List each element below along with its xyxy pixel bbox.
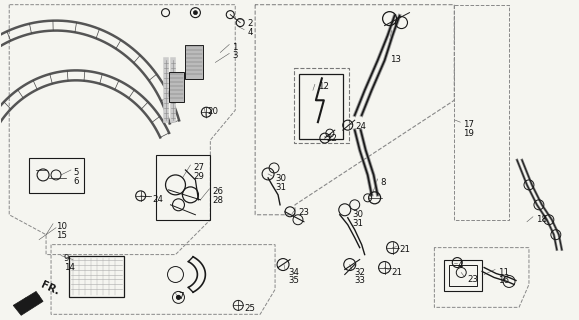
Text: 10: 10 — [56, 222, 67, 231]
Bar — [156, 155, 210, 220]
Polygon shape — [13, 292, 43, 315]
Text: 21: 21 — [400, 244, 411, 254]
Text: 13: 13 — [390, 55, 401, 64]
Text: 19: 19 — [463, 129, 474, 138]
Text: 25: 25 — [244, 304, 255, 313]
Text: 30: 30 — [275, 174, 286, 183]
Text: 1: 1 — [232, 43, 238, 52]
Text: 8: 8 — [380, 178, 386, 187]
Text: 3: 3 — [232, 52, 238, 60]
Text: 5: 5 — [73, 168, 78, 177]
Text: 31: 31 — [275, 183, 286, 192]
Text: 27: 27 — [193, 163, 204, 172]
Text: 32: 32 — [355, 268, 366, 276]
Bar — [294, 68, 349, 143]
Circle shape — [177, 295, 181, 300]
Text: 33: 33 — [355, 276, 366, 285]
Text: 31: 31 — [353, 219, 364, 228]
Text: 34: 34 — [288, 268, 299, 276]
Bar — [299, 74, 343, 139]
Text: 29: 29 — [193, 172, 204, 181]
Text: 24: 24 — [153, 195, 164, 204]
Text: 23: 23 — [467, 275, 478, 284]
Circle shape — [193, 11, 197, 15]
Bar — [69, 256, 124, 297]
Text: 2: 2 — [247, 19, 252, 28]
Text: 30: 30 — [353, 210, 364, 219]
Text: 15: 15 — [56, 231, 67, 240]
Text: 28: 28 — [212, 196, 223, 205]
Text: 6: 6 — [73, 177, 78, 186]
Text: 7: 7 — [178, 292, 184, 301]
Text: 4: 4 — [247, 28, 252, 36]
Bar — [29, 158, 84, 193]
Text: 11: 11 — [498, 268, 509, 276]
Text: 14: 14 — [64, 262, 75, 272]
Text: 22: 22 — [327, 134, 338, 143]
Text: 17: 17 — [463, 120, 474, 129]
Text: 35: 35 — [288, 276, 299, 285]
Bar — [444, 260, 482, 292]
Text: 16: 16 — [498, 276, 509, 285]
Text: 18: 18 — [536, 215, 547, 224]
Text: 20: 20 — [207, 107, 218, 116]
Text: 23: 23 — [298, 208, 309, 217]
Text: FR.: FR. — [39, 280, 61, 297]
Bar — [168, 72, 185, 102]
Text: 12: 12 — [318, 82, 329, 91]
Text: 4: 4 — [457, 260, 463, 269]
Bar — [185, 44, 203, 79]
Text: 9: 9 — [64, 253, 69, 263]
Text: 24: 24 — [356, 122, 367, 131]
Bar — [449, 265, 477, 286]
Text: 26: 26 — [212, 187, 223, 196]
Text: 21: 21 — [391, 268, 402, 276]
